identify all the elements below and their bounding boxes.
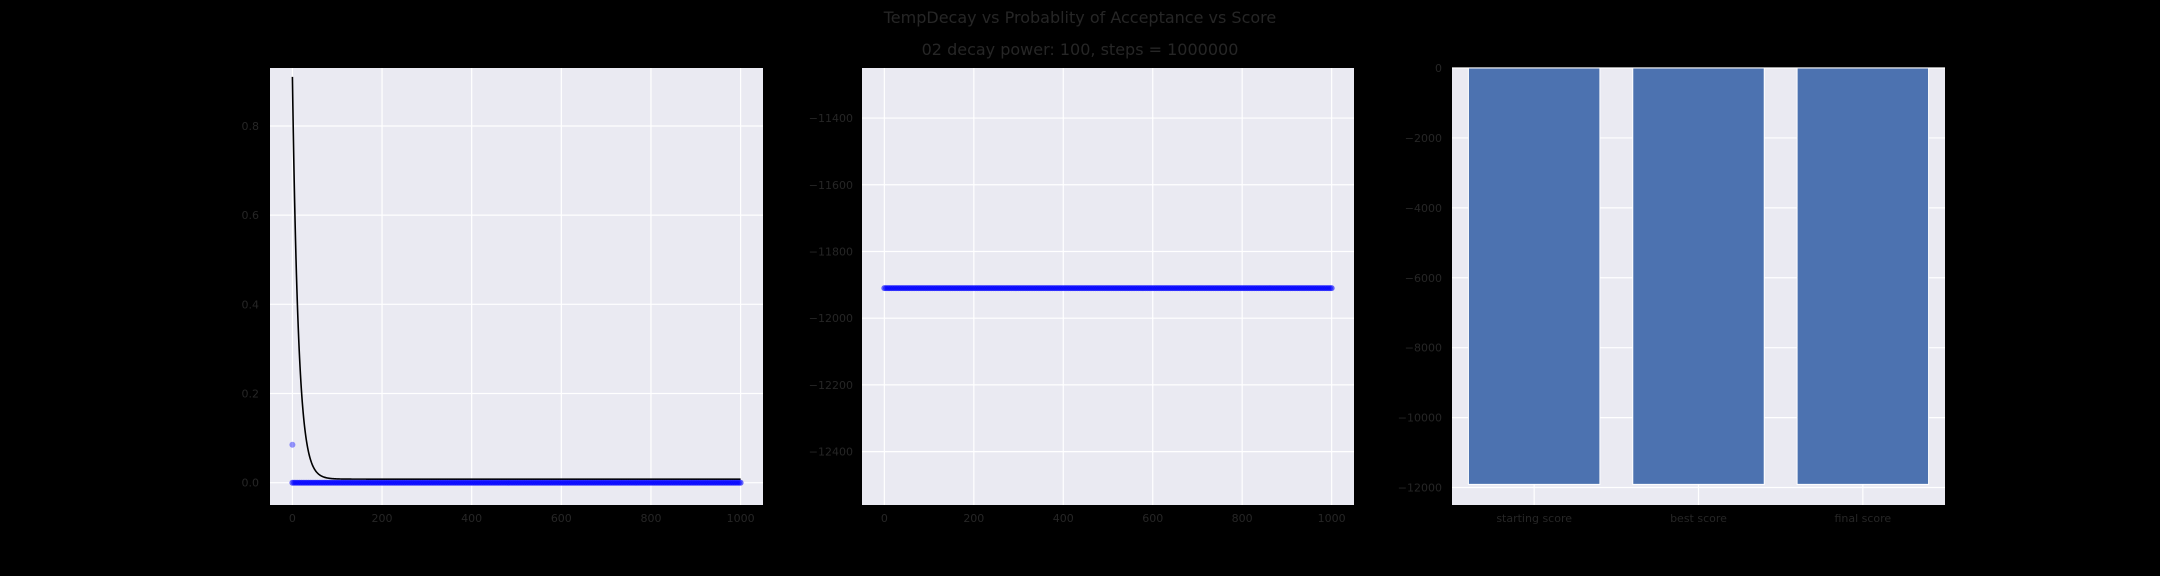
- score-point: [1328, 285, 1335, 292]
- y-tick-label: 0: [1435, 62, 1442, 75]
- y-tick-label: −11800: [809, 245, 853, 258]
- y-tick-label: −6000: [1405, 272, 1442, 285]
- x-tick-label: 400: [1053, 512, 1074, 525]
- figure-subtitle: 02 decay power: 100, steps = 1000000: [922, 40, 1239, 59]
- x-tick-label: 0: [289, 512, 296, 525]
- x-tick-label: 200: [963, 512, 984, 525]
- y-tick-label: 0.8: [242, 120, 260, 133]
- plot-area: [270, 68, 763, 505]
- x-tick-label: 400: [461, 512, 482, 525]
- y-tick-label: −8000: [1405, 342, 1442, 355]
- score-bar: [1467, 67, 1601, 485]
- x-tick-label: final score: [1834, 512, 1891, 525]
- y-tick-label: −4000: [1405, 202, 1442, 215]
- y-tick-label: 0.0: [242, 477, 260, 490]
- x-tick-label: 200: [372, 512, 393, 525]
- y-tick-label: 0.2: [242, 388, 260, 401]
- y-tick-label: 0.6: [242, 209, 260, 222]
- score-axes: 0 200 400 600 800 1000 −11400 −11600 −11800 −1200…: [809, 68, 1354, 525]
- x-tick-label: 1000: [727, 512, 755, 525]
- y-tick-label: −10000: [1398, 412, 1442, 425]
- decay-curve: [291, 76, 741, 480]
- probability-axes: 0 200 400 600 800 1000 0.0 0.2 0.4 0.6 0.8: [242, 68, 763, 525]
- x-tick-label: 600: [551, 512, 572, 525]
- y-tick-label: −12000: [809, 312, 853, 325]
- y-tick-label: 0.4: [242, 298, 260, 311]
- y-tick-label: −11400: [809, 112, 853, 125]
- y-tick-label: −12000: [1398, 482, 1442, 495]
- x-tick-label: 1000: [1318, 512, 1346, 525]
- acceptance-point: [737, 479, 744, 486]
- x-tick-label: 0: [881, 512, 888, 525]
- y-tick-label: −11600: [809, 179, 853, 192]
- x-tick-label: 600: [1142, 512, 1163, 525]
- y-tick-label: −12200: [809, 379, 853, 392]
- x-tick-label: 800: [1232, 512, 1253, 525]
- y-tick-label: −12400: [809, 446, 853, 459]
- figure-title: TempDecay vs Probablity of Acceptance vs…: [883, 8, 1276, 27]
- acceptance-point: [289, 441, 296, 448]
- score-bar: [1796, 67, 1930, 485]
- x-tick-label: best score: [1670, 512, 1727, 525]
- score-bar: [1632, 67, 1765, 485]
- x-tick-label: starting score: [1496, 512, 1572, 525]
- summary-bar-axes: 0 −2000 −4000 −6000 −8000 −10000 −12000 startin…: [1398, 62, 1945, 525]
- y-tick-label: −2000: [1405, 132, 1442, 145]
- x-tick-label: 800: [640, 512, 661, 525]
